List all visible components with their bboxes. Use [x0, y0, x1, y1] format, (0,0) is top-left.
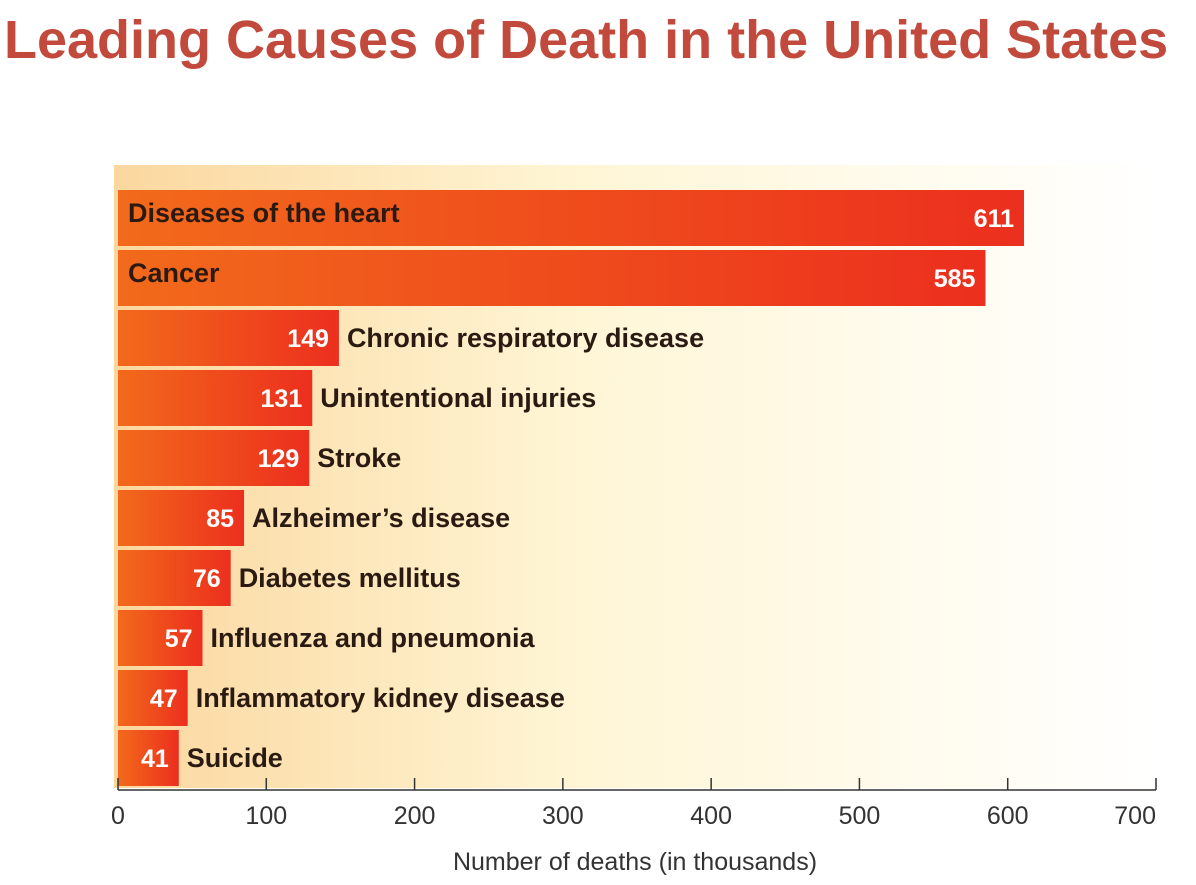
bar-value-label: 57 — [165, 625, 193, 653]
bar-category-label: Suicide — [187, 743, 283, 773]
bar-value-label: 611 — [974, 205, 1014, 233]
bar-chart: 611 Diseases of the heart 585 Cancer 149 Chro… — [111, 165, 1159, 876]
bar-category-label: Chronic respiratory disease — [347, 323, 704, 353]
bar-value-label: 131 — [261, 385, 303, 413]
bar-value-label: 47 — [150, 685, 178, 713]
x-tick-label: 300 — [542, 802, 584, 830]
bar-category-label: Unintentional injuries — [320, 383, 596, 413]
x-tick-label: 700 — [1114, 802, 1156, 830]
bar-value-label: 76 — [193, 565, 221, 593]
x-tick-label: 500 — [839, 802, 881, 830]
chart-panel: 611 Diseases of the heart 585 Cancer 149 Chro… — [104, 160, 1196, 880]
bar — [118, 610, 203, 666]
bar — [118, 250, 986, 306]
bar — [118, 190, 1025, 246]
x-tick-label: 100 — [245, 802, 287, 830]
bar-value-label: 585 — [934, 265, 976, 293]
bar-category-label: Diseases of the heart — [128, 198, 400, 228]
bar-value-label: 41 — [141, 745, 169, 773]
bar-value-label: 129 — [258, 445, 300, 473]
bar-category-label: Alzheimer’s disease — [252, 503, 510, 533]
x-axis-title: Number of deaths (in thousands) — [453, 848, 817, 876]
chart-title: Leading Causes of Death in the United St… — [4, 10, 1169, 70]
x-tick-label: 0 — [111, 802, 125, 830]
bar — [118, 730, 179, 786]
bar — [118, 310, 339, 366]
bar — [118, 670, 188, 726]
bar — [118, 550, 231, 606]
x-tick-label: 200 — [394, 802, 436, 830]
bar-category-label: Stroke — [317, 443, 401, 473]
bar-category-label: Cancer — [128, 258, 220, 288]
x-tick-label: 400 — [690, 802, 732, 830]
bar-value-label: 149 — [287, 325, 329, 353]
x-tick-label: 600 — [987, 802, 1029, 830]
bar — [118, 490, 245, 546]
bar-category-label: Diabetes mellitus — [239, 563, 461, 593]
bar-category-label: Influenza and pneumonia — [211, 623, 536, 653]
bar — [118, 370, 313, 426]
bar-category-label: Inflammatory kidney disease — [196, 683, 565, 713]
bar-value-label: 85 — [206, 505, 234, 533]
bar — [118, 430, 310, 486]
